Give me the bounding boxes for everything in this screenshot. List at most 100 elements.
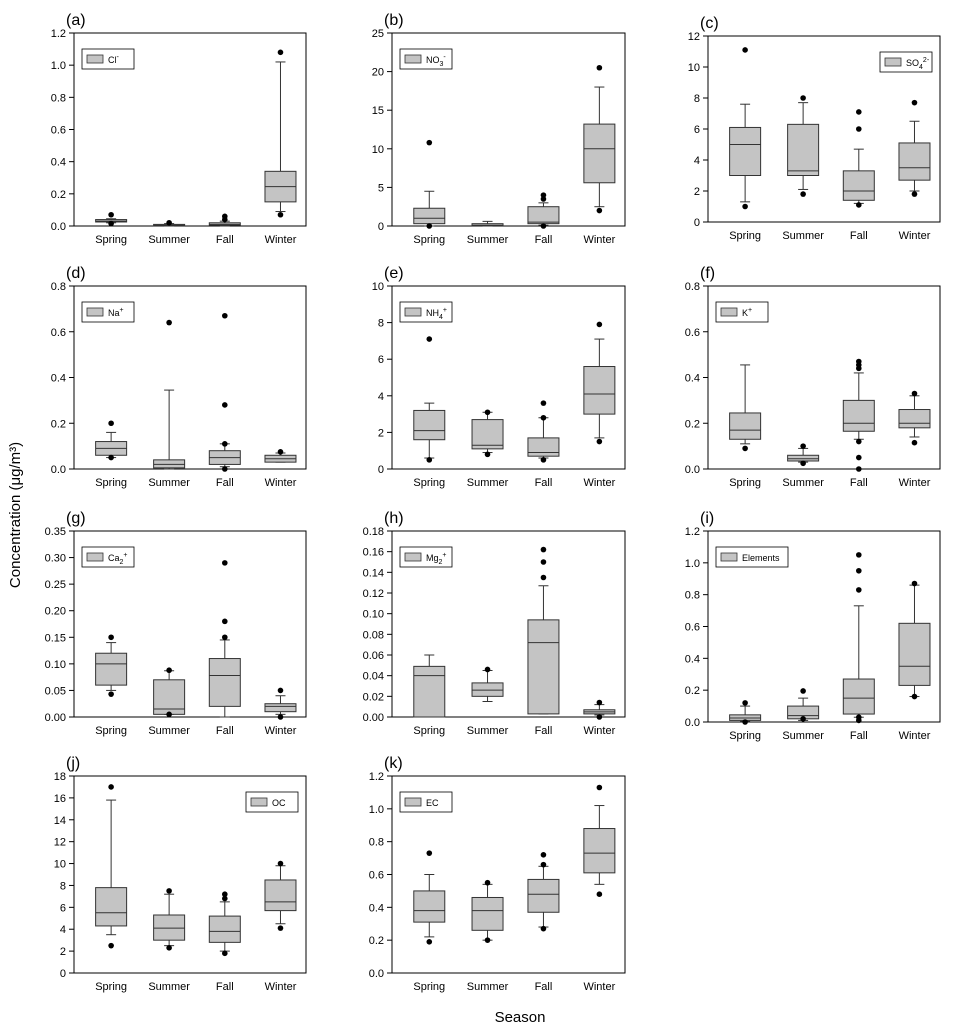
outlier-point <box>856 587 862 593</box>
y-tick-label: 0.08 <box>363 629 384 641</box>
y-tick-label: 1.0 <box>51 60 66 72</box>
boxplot-panel: (a) 0.0 0.2 0.4 0.6 0.8 1.0 1.2 Spring Summer Fall… <box>51 12 307 246</box>
panel-label: (h) <box>384 510 404 527</box>
outlier-point <box>484 451 491 458</box>
outlier-point <box>540 559 547 565</box>
y-tick-label: 2 <box>60 946 66 958</box>
box <box>842 399 875 432</box>
box <box>153 459 186 469</box>
y-tick-label: 0.18 <box>363 526 384 538</box>
x-tick-label: Fall <box>535 234 553 246</box>
outlier-point <box>108 942 114 949</box>
outlier-point <box>540 196 547 202</box>
outlier-point <box>742 203 748 210</box>
outlier-point <box>800 443 806 449</box>
legend-box <box>81 48 135 70</box>
y-tick-label: 0.0 <box>685 717 700 729</box>
box-series-spring <box>95 211 128 227</box>
x-tick-label: Winter <box>899 230 931 242</box>
x-tick-label: Winter <box>899 730 931 742</box>
y-tick-label: 0.12 <box>363 588 384 600</box>
plot-frame <box>391 530 626 718</box>
x-tick-label: Spring <box>413 477 445 489</box>
outlier-point <box>856 567 862 574</box>
box <box>787 454 820 462</box>
y-tick-label: 12 <box>688 31 700 43</box>
outlier-point <box>108 454 114 461</box>
y-tick-label: 0.4 <box>51 157 66 169</box>
box <box>527 437 560 457</box>
boxplot-panel: (j) 0 2 4 6 8 10 12 14 16 18 Spring Summer Fall Winter… <box>54 755 307 993</box>
legend-swatch <box>884 57 902 67</box>
outlier-point <box>596 784 603 791</box>
outlier-point <box>596 438 603 445</box>
box <box>413 207 446 225</box>
outlier-point <box>484 937 491 943</box>
x-tick-label: Fall <box>535 981 553 993</box>
y-tick-label: 0.2 <box>685 418 700 430</box>
legend-swatch <box>404 54 422 64</box>
box-series-fall <box>208 891 241 957</box>
legend-label: NO3- <box>426 54 446 68</box>
box <box>583 366 616 415</box>
y-tick-label: 0.0 <box>51 464 66 476</box>
box-series-fall <box>208 312 241 472</box>
y-tick-label: 10 <box>372 281 384 293</box>
y-tick-label: 2 <box>378 427 384 439</box>
legend-box <box>399 546 453 568</box>
y-tick-label: 0.2 <box>369 935 384 947</box>
outlier-point <box>540 546 547 553</box>
outlier-point <box>222 891 228 897</box>
outlier-point <box>277 449 284 455</box>
panel-label: (f) <box>700 265 715 282</box>
y-tick-label: 0.4 <box>685 373 700 385</box>
outlier-point <box>742 719 748 725</box>
legend-label: Cl- <box>108 54 120 65</box>
x-tick-label: Spring <box>95 234 127 246</box>
box <box>413 890 446 923</box>
y-tick-label: 0.02 <box>363 691 384 703</box>
x-tick-label: Fall <box>850 230 868 242</box>
outlier-point <box>800 716 806 722</box>
y-tick-label: 0.10 <box>363 609 384 621</box>
outlier-point <box>222 312 228 319</box>
plot-frame <box>73 530 307 718</box>
legend-box <box>81 546 135 568</box>
boxplot-panel: (b) 0 5 10 15 20 25 Spring Summer Fall Winter NO3- <box>372 12 626 246</box>
panel-label: (d) <box>66 265 86 282</box>
y-tick-label: 0.10 <box>45 659 66 671</box>
outlier-point <box>108 784 114 790</box>
legend: EC <box>399 791 453 813</box>
legend-label: K+ <box>742 307 752 318</box>
box <box>729 412 762 440</box>
legend: K+ <box>715 301 769 323</box>
legend: OC <box>245 791 299 813</box>
outlier-point <box>596 891 603 897</box>
legend-swatch <box>86 54 104 64</box>
y-tick-label: 0.05 <box>45 685 66 697</box>
outlier-point <box>222 441 228 447</box>
box-series-spring <box>729 47 762 210</box>
y-tick-label: 0 <box>378 221 384 233</box>
legend-box <box>715 301 769 323</box>
box-series-fall <box>527 852 560 932</box>
outlier-point <box>108 220 114 227</box>
outlier-point <box>108 634 114 641</box>
box-series-summer <box>471 220 504 227</box>
box-series-spring <box>95 634 128 697</box>
outlier-point <box>426 939 433 945</box>
box <box>729 126 762 176</box>
box-series-spring <box>413 139 446 229</box>
outlier-point <box>108 420 114 427</box>
legend-label: Elements <box>742 553 780 563</box>
plot-frame <box>73 775 307 974</box>
outlier-point <box>540 925 547 932</box>
box <box>787 123 820 176</box>
x-tick-label: Winter <box>583 477 615 489</box>
box <box>413 665 446 718</box>
x-tick-label: Summer <box>467 477 509 489</box>
outlier-point <box>222 895 228 902</box>
legend: Ca2+ <box>81 546 135 568</box>
legend-swatch <box>86 552 104 562</box>
x-tick-label: Summer <box>782 477 824 489</box>
